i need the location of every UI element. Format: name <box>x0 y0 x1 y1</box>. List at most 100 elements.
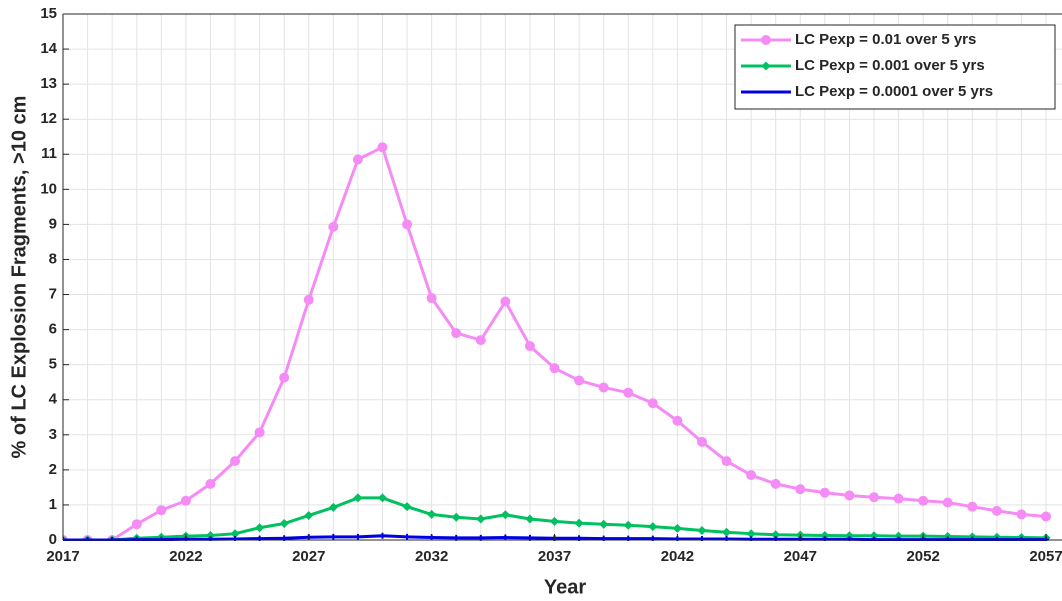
legend-label: LC Pexp = 0.01 over 5 yrs <box>795 31 976 48</box>
marker <box>821 536 828 541</box>
x-axis-label: Year <box>544 576 586 598</box>
marker <box>991 505 1002 516</box>
legend-marker <box>761 61 771 71</box>
marker <box>304 510 314 520</box>
marker <box>279 519 289 529</box>
marker <box>256 535 263 541</box>
marker <box>230 456 241 467</box>
marker <box>844 490 855 501</box>
marker <box>748 536 755 541</box>
marker <box>354 533 361 540</box>
marker <box>205 530 215 540</box>
marker <box>868 492 879 503</box>
y-tick-label: 8 <box>49 250 57 267</box>
marker <box>869 531 879 541</box>
marker <box>524 341 535 352</box>
marker <box>795 484 806 495</box>
y-tick-label: 9 <box>49 215 57 232</box>
x-tick-label: 2052 <box>906 548 939 565</box>
marker <box>746 470 757 481</box>
marker <box>647 398 658 409</box>
marker <box>649 535 656 541</box>
marker <box>600 535 607 541</box>
marker <box>500 296 511 307</box>
y-axis-label: % of LC Explosion Fragments, >10 cm <box>8 96 30 459</box>
marker <box>672 415 683 426</box>
marker <box>303 294 314 305</box>
marker <box>722 527 732 537</box>
marker <box>771 530 781 540</box>
marker <box>846 536 853 541</box>
marker <box>402 502 412 512</box>
marker <box>279 372 290 383</box>
marker <box>623 387 634 398</box>
marker <box>205 478 216 489</box>
marker <box>820 530 830 540</box>
marker <box>255 523 265 533</box>
x-tick-label: 2027 <box>292 548 325 565</box>
marker <box>232 535 239 541</box>
marker <box>918 495 929 506</box>
marker <box>819 487 830 498</box>
x-tick-label: 2057 <box>1029 548 1062 565</box>
y-tick-label: 14 <box>40 40 57 57</box>
marker <box>451 512 461 522</box>
legend-label: LC Pexp = 0.001 over 5 yrs <box>795 57 985 74</box>
marker <box>697 526 707 536</box>
x-tick-label: 2017 <box>46 548 79 565</box>
marker <box>623 520 633 530</box>
marker <box>1016 509 1027 520</box>
y-tick-label: 2 <box>49 461 57 478</box>
y-tick-label: 11 <box>41 145 57 162</box>
x-tick-label: 2022 <box>169 548 202 565</box>
marker <box>723 535 730 541</box>
x-tick-label: 2047 <box>784 548 817 565</box>
marker <box>426 293 437 304</box>
marker <box>772 536 779 541</box>
marker <box>893 493 904 504</box>
marker <box>574 375 585 386</box>
marker <box>379 532 386 539</box>
marker <box>230 529 240 539</box>
marker <box>404 533 411 540</box>
y-tick-label: 5 <box>49 356 57 373</box>
marker <box>131 519 142 530</box>
marker <box>598 382 609 393</box>
marker <box>330 533 337 540</box>
marker <box>746 529 756 539</box>
marker <box>476 514 486 524</box>
y-tick-label: 3 <box>49 426 57 443</box>
marker <box>721 456 732 467</box>
marker <box>475 335 486 346</box>
marker <box>696 436 707 447</box>
y-tick-label: 7 <box>49 286 57 303</box>
marker <box>625 535 632 541</box>
x-tick-label: 2032 <box>415 548 448 565</box>
marker <box>353 493 363 503</box>
marker <box>180 495 191 506</box>
y-tick-label: 6 <box>49 321 57 338</box>
marker <box>402 219 413 230</box>
legend-label: LC Pexp = 0.0001 over 5 yrs <box>795 83 993 100</box>
marker <box>328 221 339 232</box>
y-tick-label: 10 <box>40 180 57 197</box>
marker <box>574 518 584 528</box>
y-tick-label: 1 <box>49 496 57 513</box>
marker <box>698 535 705 541</box>
marker <box>254 427 265 438</box>
y-tick-label: 12 <box>40 110 57 127</box>
marker <box>377 142 388 153</box>
marker <box>1041 511 1052 522</box>
x-tick-label: 2042 <box>661 548 694 565</box>
y-tick-label: 4 <box>49 391 58 408</box>
marker <box>427 509 437 519</box>
marker <box>599 519 609 529</box>
marker <box>377 493 387 503</box>
marker <box>156 505 167 516</box>
marker <box>328 502 338 512</box>
marker <box>967 501 978 512</box>
marker <box>525 514 535 524</box>
y-tick-label: 15 <box>40 5 57 22</box>
y-tick-label: 0 <box>49 531 57 548</box>
